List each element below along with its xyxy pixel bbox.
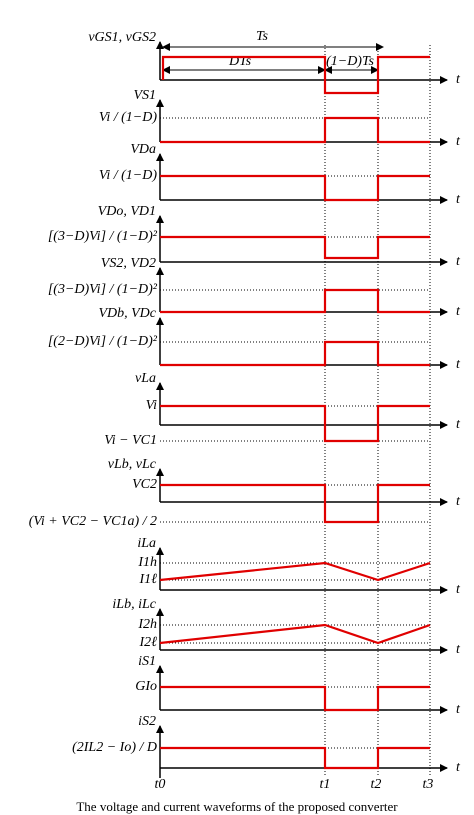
level-label: I1ℓ (139, 572, 158, 587)
signal-label: vLa (135, 371, 156, 386)
t-label: t (456, 494, 461, 509)
t-label: t (456, 192, 461, 207)
level-label: Vi / (1−D) (99, 168, 158, 183)
waveform (160, 288, 430, 314)
level-label: I2h (137, 617, 157, 632)
level-label: GIo (135, 679, 157, 694)
t-label: t (456, 304, 461, 319)
time-label: t1 (320, 777, 331, 792)
level-label: I2ℓ (139, 635, 158, 650)
signal-label: VDa (130, 142, 156, 157)
signal-label: VDb, VDc (98, 306, 156, 321)
t-label: t (456, 357, 461, 372)
signal-label: VDo, VD1 (98, 204, 156, 219)
waveform (160, 235, 430, 260)
waveform (160, 116, 430, 144)
signal-label: iS2 (138, 714, 156, 729)
signal-label: vLb, vLc (108, 457, 157, 472)
waveform (160, 685, 430, 712)
time-label: t2 (371, 777, 382, 792)
signal-label: iLb, iLc (112, 597, 156, 612)
level-label: [(2−D)Vi] / (1−D)² (48, 334, 158, 349)
t-label: t (456, 72, 461, 87)
t-label: t (456, 254, 461, 269)
waveform (160, 340, 430, 367)
waveform (160, 483, 430, 524)
signal-label: VS2, VD2 (101, 256, 156, 271)
waveform (161, 55, 430, 95)
time-label: t3 (423, 777, 434, 792)
caption: The voltage and current waveforms of the… (76, 799, 398, 814)
waveform (160, 746, 430, 770)
level-label: (2IL2 − Io) / D (72, 740, 157, 755)
level-label: (Vi + VC2 − VC1a) / 2 (29, 514, 157, 529)
t-label: t (456, 417, 461, 432)
signal-label: vGS1, vGS2 (88, 30, 156, 45)
period-label: Ts (256, 29, 269, 44)
t-label: t (456, 760, 461, 775)
waveform (160, 404, 430, 443)
signal-label: iS1 (138, 654, 156, 669)
level-label: [(3−D)Vi] / (1−D)² (48, 282, 158, 297)
t-label: t (456, 642, 461, 657)
t-label: t (456, 702, 461, 717)
off-time-label: (1−D)Ts (326, 54, 374, 69)
t-label: t (456, 134, 461, 149)
waveform (160, 174, 430, 202)
waveform (159, 561, 431, 582)
time-label: t0 (155, 777, 166, 792)
signal-label: VS1 (133, 88, 156, 103)
t-label: t (456, 582, 461, 597)
level-label: [(3−D)Vi] / (1−D)² (48, 229, 158, 244)
level-label: VC2 (132, 477, 157, 492)
level-label: Vi / (1−D) (99, 110, 158, 125)
waveform (159, 623, 431, 645)
level-label: I1h (137, 555, 157, 570)
level-label: Vi (146, 398, 158, 413)
signal-label: iLa (137, 536, 156, 551)
level-label: Vi − VC1 (104, 433, 157, 448)
